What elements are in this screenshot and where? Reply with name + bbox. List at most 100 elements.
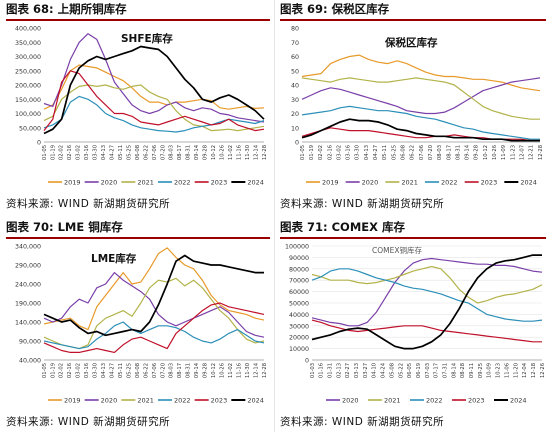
x-tick-label: 09-14 — [194, 362, 200, 378]
y-tick-label: 0 — [305, 358, 309, 365]
legend-label-2023: 2023 — [211, 178, 228, 186]
chart-lme: 40,000 90,000 140,000 190,000 240,000 290,000… — [15, 244, 268, 405]
chart-title: COMEX铜库存 — [372, 245, 422, 255]
legend-label-2024: 2024 — [520, 178, 537, 186]
x-tick-label: 09-14 — [465, 144, 471, 160]
x-tick-label: 09-28 — [203, 363, 209, 378]
x-tick-label: 03-30 — [355, 145, 361, 160]
x-tick-label: 10-12 — [211, 145, 217, 160]
x-tick-label: 03-02 — [76, 363, 82, 378]
x-tick-label: 02-02 — [59, 363, 65, 378]
x-tick-label: 03-16 — [346, 145, 352, 160]
y-tick-label: 50,000 — [19, 125, 41, 132]
series-line-2023 — [43, 302, 265, 354]
series-line-2019 — [43, 247, 265, 331]
y-tick-label: 50000 — [289, 301, 309, 308]
x-tick-label: 04-27 — [373, 145, 379, 160]
x-tick-label: 09-14 — [194, 144, 200, 160]
x-tick-label: 07-17 — [434, 363, 440, 378]
x-tick-label: 04-13 — [101, 145, 107, 160]
panel-lme: 图表 70: LME 铜库存 40,000 90,000 140,000 190,00… — [6, 218, 270, 432]
x-tick-label: 08-28 — [460, 363, 466, 378]
series-line-2020 — [311, 257, 543, 327]
x-tick-label: 04-13 — [101, 363, 107, 378]
y-tick-label: 140,000 — [15, 320, 41, 327]
x-tick-label: 12-07 — [519, 145, 525, 160]
y-tick-label: 40 — [291, 83, 299, 90]
legend-label-2021: 2021 — [401, 178, 418, 186]
legend-label-2024: 2024 — [247, 178, 264, 186]
x-tick-label: 02-16 — [327, 145, 333, 160]
series-line-2019 — [301, 54, 541, 92]
series-line-2020 — [43, 271, 265, 338]
series-line-2024 — [311, 254, 542, 350]
legend-label-2022: 2022 — [174, 178, 191, 186]
series-line-2021 — [43, 84, 265, 132]
x-tick-label: 12-14 — [253, 144, 259, 160]
x-tick-label: 08-03 — [169, 145, 175, 160]
series-line-2022 — [301, 105, 540, 140]
x-tick-label: 12-18 — [531, 363, 537, 378]
x-tick-label: 01-05 — [42, 145, 48, 160]
series-line-2024 — [43, 45, 265, 135]
x-tick-label: 06-08 — [135, 363, 141, 378]
series-line-2024 — [301, 118, 540, 142]
legend-label-2024: 2024 — [247, 396, 264, 404]
x-tick-label: 04-13 — [364, 145, 370, 160]
x-tick-label: 03-02 — [76, 145, 82, 160]
x-tick-label: 05-11 — [382, 145, 388, 160]
x-tick-label: 06-08 — [400, 145, 406, 160]
y-tick-label: 200,000 — [15, 83, 41, 90]
series-line-2020 — [43, 33, 265, 123]
y-tick-label: 400,000 — [15, 26, 41, 33]
x-tick-label: 08-03 — [437, 145, 443, 160]
panel-title: 图表 71: COMEX 库存 — [280, 220, 546, 239]
y-tick-label: 30 — [291, 97, 299, 104]
x-tick-label: 03-13 — [354, 363, 360, 378]
y-tick-label: 150,000 — [15, 97, 41, 104]
x-tick-label: 08-03 — [169, 363, 175, 378]
series-line-2022 — [311, 268, 543, 322]
y-tick-label: 300,000 — [15, 54, 41, 61]
x-tick-label: 10-23 — [496, 363, 502, 378]
series-line-2019 — [43, 64, 265, 110]
y-tick-label: 80 — [291, 26, 299, 33]
x-tick-label: 11-30 — [245, 363, 251, 378]
x-tick-label: 09-28 — [203, 145, 209, 160]
x-tick-label: 08-17 — [177, 363, 183, 378]
x-tick-label: 05-25 — [391, 145, 397, 160]
legend-label-2023: 2023 — [468, 396, 485, 404]
y-tick-label: 190,000 — [15, 301, 41, 308]
chart-comex: 0 10000 20000 30000 40000 50000 60000 70000 8000… — [285, 244, 546, 405]
y-tick-label: 240,000 — [15, 282, 41, 289]
x-tick-label: 06-22 — [143, 363, 149, 378]
panel-comex: 图表 71: COMEX 库存 0 10000 20000 30000 40000 500… — [280, 218, 546, 432]
x-tick-label: 10-26 — [219, 363, 225, 378]
x-tick-label: 06-05 — [407, 363, 413, 378]
chart-title: SHFE库存 — [121, 32, 173, 45]
x-tick-label: 02-16 — [67, 145, 73, 160]
y-tick-label: 340,000 — [15, 244, 41, 251]
x-tick-label: 07-06 — [152, 363, 158, 378]
x-tick-label: 11-20 — [513, 363, 519, 378]
source-note: 资料来源: WIND 新湖期货研究所 — [280, 198, 445, 210]
x-tick-label: 06-22 — [410, 145, 416, 160]
series-line-2024 — [43, 254, 264, 337]
x-tick-label: 03-02 — [336, 145, 342, 160]
y-tick-label: 70000 — [289, 278, 309, 285]
x-tick-label: 05-25 — [126, 145, 132, 160]
x-tick-label: 04-27 — [109, 145, 115, 160]
y-tick-label: 60 — [291, 54, 299, 61]
x-tick-label: 02-13 — [336, 363, 342, 378]
x-tick-label: 11-02 — [228, 145, 234, 160]
series-line-2023 — [311, 319, 542, 343]
y-tick-label: 0 — [37, 140, 41, 147]
x-tick-label: 08-17 — [177, 145, 183, 160]
y-tick-label: 70 — [291, 40, 299, 47]
legend-label-2020: 2020 — [101, 178, 118, 186]
x-tick-label: 12-28 — [538, 145, 544, 160]
x-tick-label: 08-14 — [451, 362, 457, 378]
x-tick-label: 08-17 — [446, 145, 452, 160]
y-tick-label: 100,000 — [15, 111, 41, 118]
